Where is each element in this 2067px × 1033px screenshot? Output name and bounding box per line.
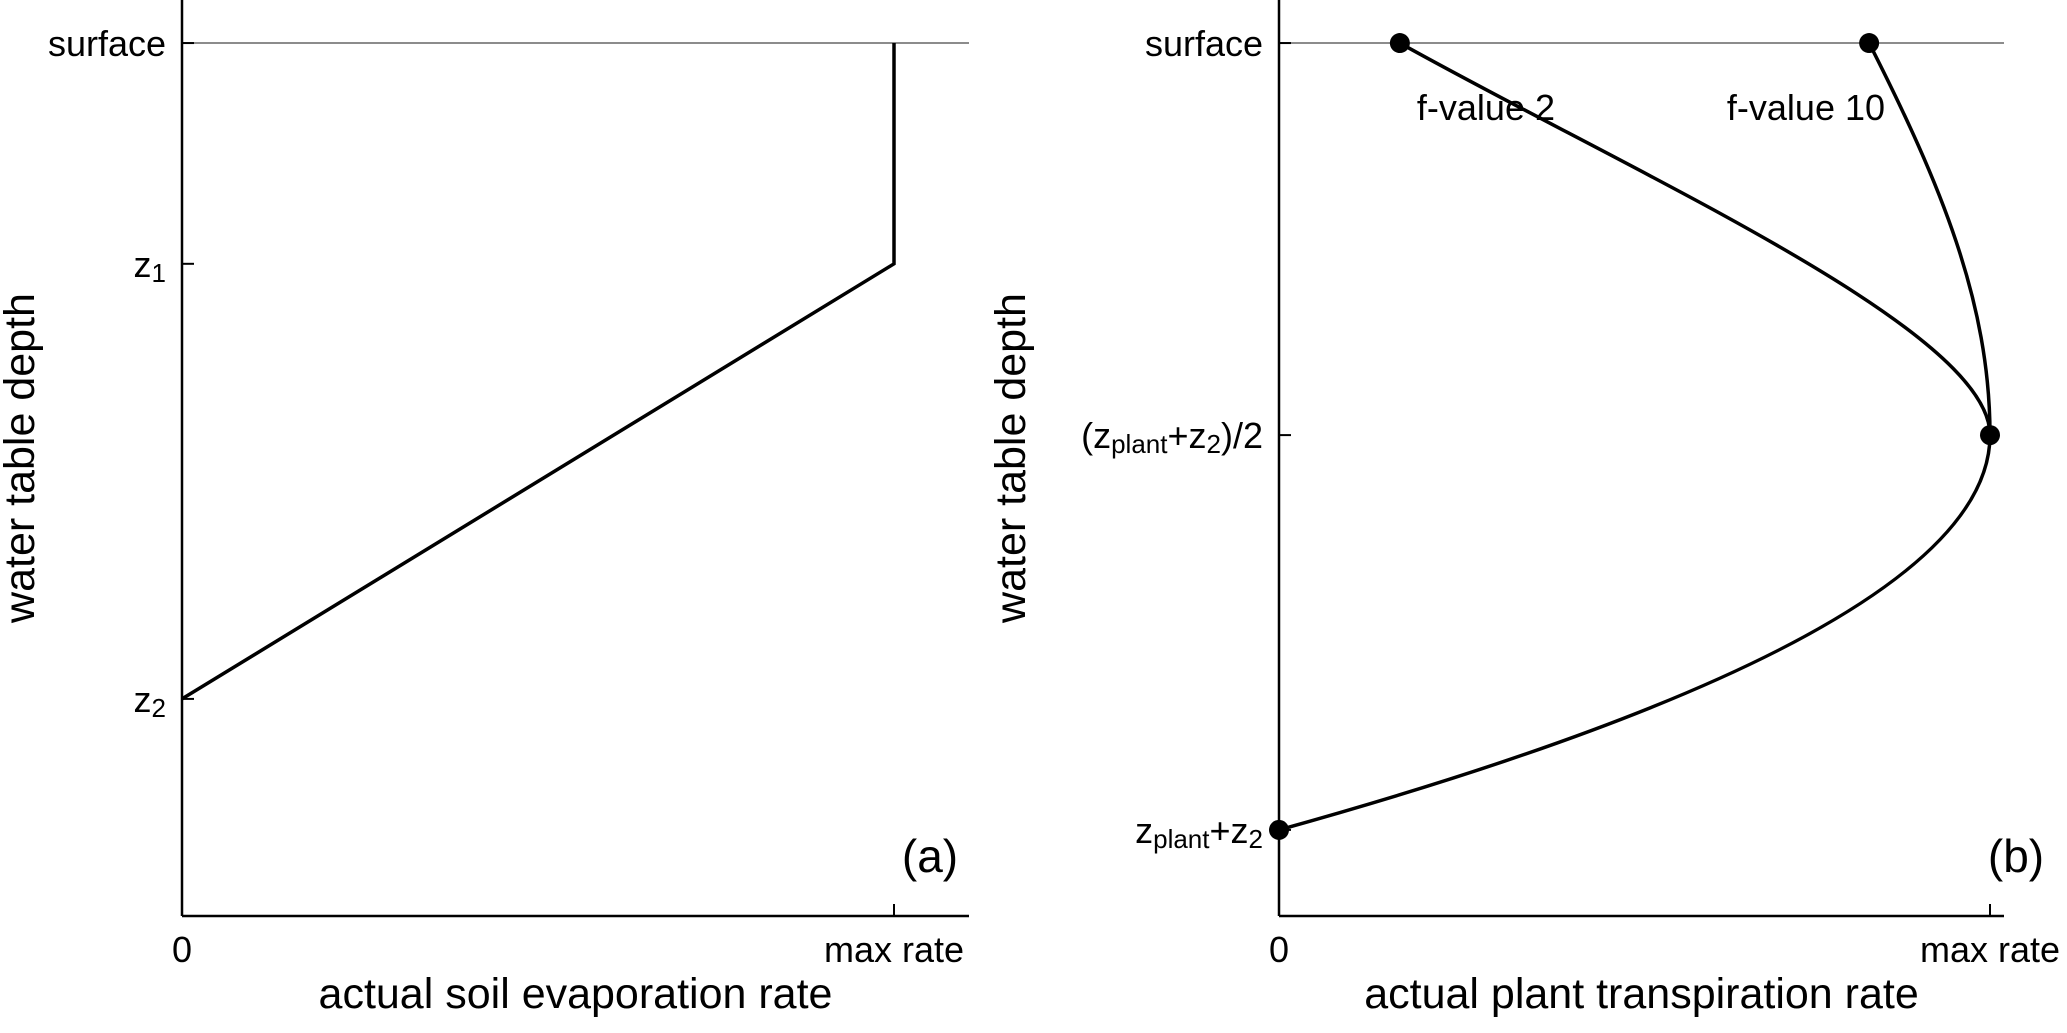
data-point-marker [1980,425,2000,446]
text-run: 0 [172,929,192,970]
subscript: 1 [152,258,166,288]
data-point-marker [1859,33,1880,54]
text-run: surface [1145,23,1263,64]
text-run: z [1135,809,1153,850]
text-run: (a) [902,830,958,882]
text-run: actual soil evaporation rate [319,970,833,1018]
subscript: 2 [152,693,166,723]
x-axis-title: actual soil evaporation rate [319,970,833,1018]
text-run: 0 [1269,929,1289,970]
x-tick-label: max rate [824,929,964,970]
series-f-value-10 [1867,42,1992,436]
y-tick-label: (zplant+z2)/2 [1081,415,1263,460]
x-tick-label: 0 [1269,929,1289,970]
series-deep-branch [1278,435,1992,832]
series-f-value-2 [1399,41,1992,436]
x-tick-label: 0 [172,929,192,970]
y-tick-label: z2 [134,678,166,723]
text-run: +z [1167,415,1206,456]
y-axis-title: water table depth [0,293,44,624]
data-point-marker [1389,33,1410,54]
y-tick-label: zplant+z2 [1135,809,1263,854]
panel-label: (a) [902,830,958,882]
subscript: 2 [1207,429,1221,459]
curve-annotation: f-value 10 [1727,87,1885,128]
text-run: (z [1081,415,1111,456]
text-run: f-value 2 [1417,87,1555,128]
subscript: 2 [1249,824,1263,854]
text-run: actual plant transpiration rate [1364,970,1919,1018]
text-run: z [134,243,152,284]
text-run: max rate [1920,929,2060,970]
subscript: plant [1153,824,1210,854]
text-run: z [134,678,152,719]
text-run: water table depth [0,293,44,624]
x-axis-title: actual plant transpiration rate [1364,970,1919,1018]
text-run: +z [1210,809,1249,850]
text-run: surface [48,23,166,64]
y-axis-title: water table depth [987,293,1035,624]
y-tick-label: surface [48,23,166,64]
panel-label: (b) [1988,830,2044,882]
series-soil-evaporation-profile [181,43,896,701]
text-run: f-value 10 [1727,87,1885,128]
x-tick-label: max rate [1920,929,2060,970]
y-tick-label: z1 [134,243,166,288]
text-run: max rate [824,929,964,970]
text-run: )/2 [1221,415,1263,456]
data-point-marker [1269,819,1289,840]
subscript: plant [1111,429,1168,459]
y-tick-label: surface [1145,23,1263,64]
text-run: water table depth [987,293,1035,624]
curve-annotation: f-value 2 [1417,87,1555,128]
text-run: (b) [1988,830,2044,882]
